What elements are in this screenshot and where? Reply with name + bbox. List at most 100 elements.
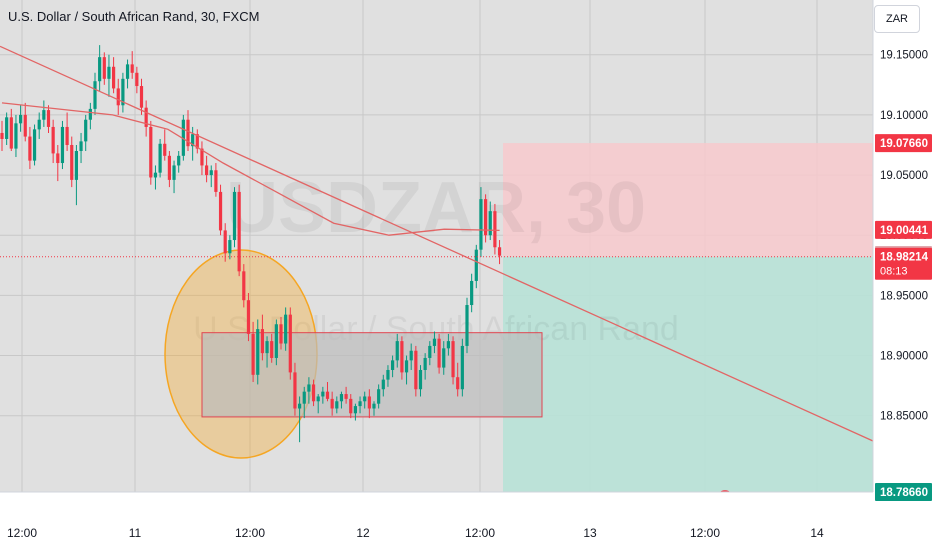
time-axis[interactable]: 12:00 11 12:00 12 12:00 13 12:00 14: [0, 491, 873, 550]
candle[interactable]: [377, 384, 381, 409]
candle[interactable]: [186, 110, 190, 152]
candle[interactable]: [167, 151, 171, 188]
candle[interactable]: [451, 336, 455, 385]
candle[interactable]: [102, 52, 106, 85]
candle[interactable]: [298, 396, 302, 443]
candle[interactable]: [316, 394, 320, 414]
candle[interactable]: [46, 105, 51, 133]
candle[interactable]: [497, 240, 502, 265]
price-label-tag[interactable]: 18.78660: [875, 483, 932, 501]
candle[interactable]: [265, 336, 269, 368]
candle[interactable]: [260, 314, 264, 361]
candle[interactable]: [353, 403, 357, 421]
candle[interactable]: [484, 194, 488, 243]
candle[interactable]: [51, 119, 55, 164]
price-label-tag[interactable]: 18.98214 08:13: [875, 247, 932, 280]
candle[interactable]: [270, 333, 274, 363]
candle[interactable]: [116, 78, 120, 115]
candle[interactable]: [381, 374, 385, 397]
candle[interactable]: [242, 264, 246, 308]
candle[interactable]: [158, 138, 162, 178]
candle[interactable]: [9, 108, 13, 152]
candle[interactable]: [121, 72, 125, 113]
candle[interactable]: [98, 45, 102, 91]
candle[interactable]: [456, 362, 460, 397]
candle[interactable]: [470, 273, 474, 313]
candle[interactable]: [349, 394, 353, 419]
candle[interactable]: [74, 144, 78, 206]
candle[interactable]: [93, 72, 97, 115]
candle[interactable]: [195, 129, 199, 154]
price-label-tag[interactable]: 19.00441: [875, 220, 932, 239]
candle[interactable]: [149, 120, 153, 185]
candle[interactable]: [181, 114, 185, 161]
candle[interactable]: [284, 307, 288, 351]
candle[interactable]: [335, 396, 339, 414]
candle[interactable]: [79, 132, 83, 164]
candle[interactable]: [32, 124, 37, 166]
candle[interactable]: [274, 319, 278, 366]
candle[interactable]: [153, 165, 158, 190]
candle[interactable]: [488, 201, 492, 241]
candle[interactable]: [367, 389, 371, 419]
candle[interactable]: [56, 144, 60, 182]
candle[interactable]: [28, 126, 32, 170]
candle[interactable]: [218, 184, 223, 236]
candle[interactable]: [42, 100, 46, 127]
candle[interactable]: [442, 341, 446, 375]
candle[interactable]: [493, 203, 497, 255]
candle[interactable]: [214, 163, 218, 197]
candle[interactable]: [372, 401, 376, 416]
candle[interactable]: [386, 365, 390, 387]
candle[interactable]: [358, 396, 362, 414]
candle[interactable]: [321, 386, 325, 404]
candle[interactable]: [65, 112, 69, 152]
candle[interactable]: [70, 136, 74, 188]
candle[interactable]: [460, 338, 464, 397]
candle[interactable]: [409, 343, 413, 370]
candle[interactable]: [135, 66, 139, 94]
candle[interactable]: [293, 362, 297, 416]
candle[interactable]: [205, 155, 209, 183]
currency-button[interactable]: ZAR: [874, 5, 920, 33]
candle[interactable]: [418, 365, 423, 397]
candle[interactable]: [474, 244, 478, 289]
candle[interactable]: [307, 377, 311, 404]
candle[interactable]: [404, 355, 409, 385]
candle[interactable]: [200, 141, 204, 176]
candle[interactable]: [37, 112, 41, 139]
candles[interactable]: [0, 45, 502, 443]
candle[interactable]: [479, 187, 483, 257]
candle[interactable]: [423, 353, 427, 380]
candle[interactable]: [228, 235, 232, 260]
candle[interactable]: [125, 59, 130, 89]
candle[interactable]: [414, 345, 418, 397]
candle[interactable]: [209, 165, 213, 188]
candle[interactable]: [302, 386, 306, 419]
candle[interactable]: [14, 114, 18, 158]
candle[interactable]: [0, 120, 4, 152]
candle[interactable]: [223, 223, 227, 262]
candle[interactable]: [465, 297, 469, 354]
candle[interactable]: [279, 317, 283, 350]
candle[interactable]: [5, 112, 9, 145]
candle[interactable]: [311, 379, 316, 407]
candle[interactable]: [432, 331, 437, 354]
candle[interactable]: [395, 333, 399, 368]
candle[interactable]: [339, 391, 344, 409]
candle[interactable]: [344, 386, 348, 404]
candle[interactable]: [428, 341, 432, 366]
candle[interactable]: [88, 102, 92, 130]
candle[interactable]: [144, 100, 148, 137]
candle[interactable]: [130, 51, 134, 79]
candle[interactable]: [19, 105, 23, 132]
price-axis[interactable]: 18.8500018.9000018.9500019.0000019.05000…: [872, 0, 932, 550]
candle[interactable]: [391, 355, 395, 378]
candle[interactable]: [325, 382, 330, 402]
candle[interactable]: [172, 160, 176, 194]
candle[interactable]: [437, 333, 441, 374]
candle[interactable]: [177, 151, 181, 173]
candle[interactable]: [363, 391, 367, 409]
candle[interactable]: [60, 120, 65, 170]
price-label-tag[interactable]: 19.07660: [875, 134, 932, 153]
